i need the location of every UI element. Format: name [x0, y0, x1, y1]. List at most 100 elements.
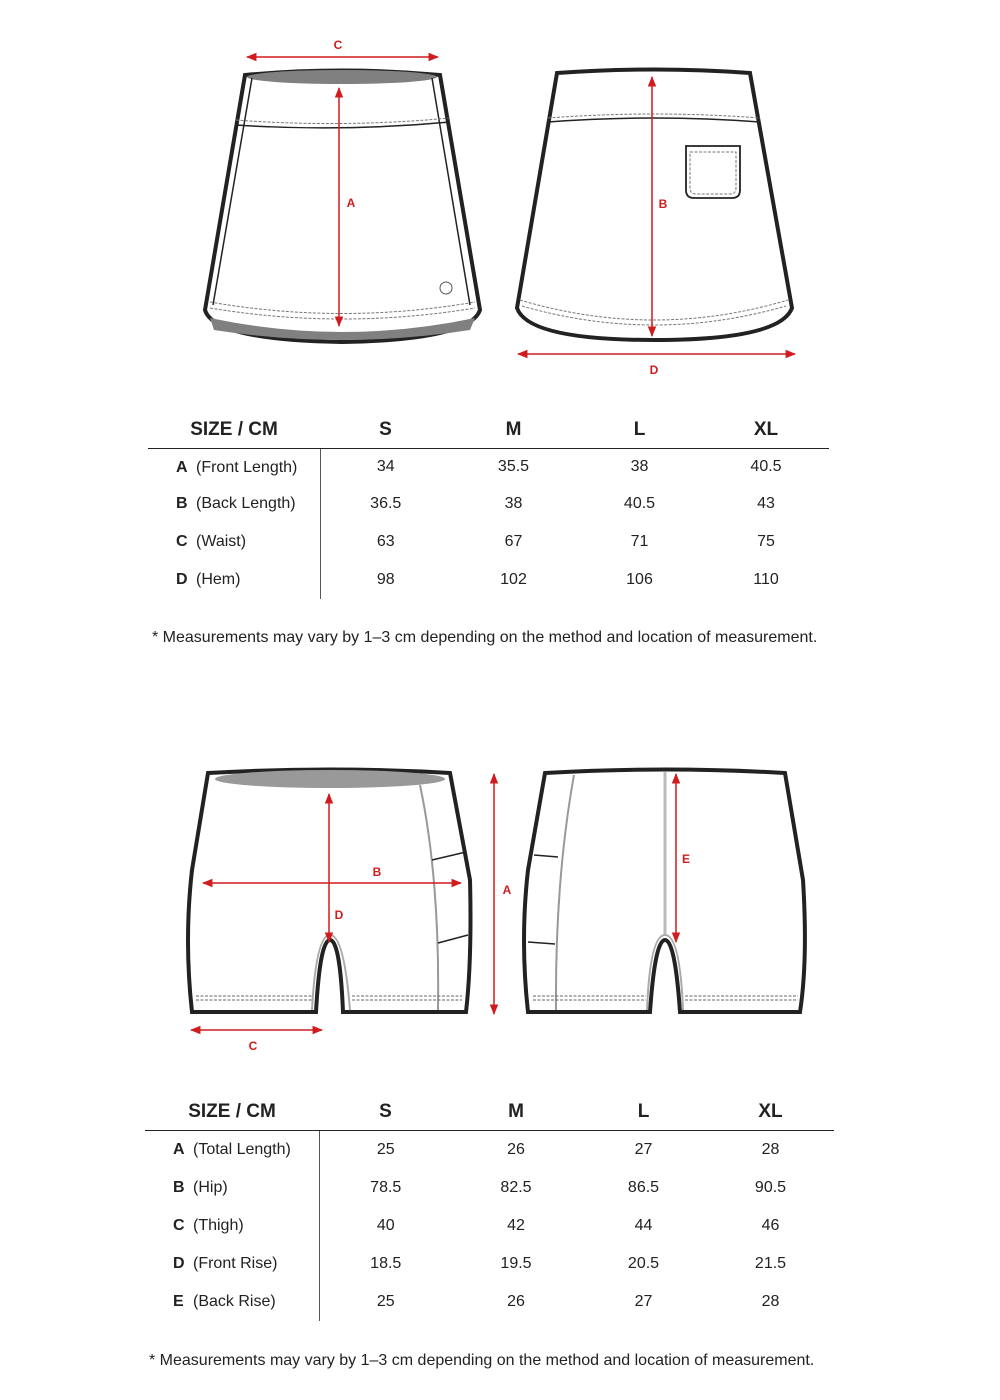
table-row: D (Front Rise) 18.5 19.5 20.5 21.5 — [145, 1244, 834, 1283]
skirt-measurement-note: * Measurements may vary by 1–3 cm depend… — [152, 629, 818, 646]
table-row: A (Total Length) 25 26 27 28 — [145, 1130, 834, 1169]
shorts-size-table: SIZE / CM S M L XL A (Total Length) 25 26 27… — [145, 1094, 834, 1321]
table-row: C (Waist) 63 67 71 75 — [148, 522, 829, 561]
size-value-cell: 110 — [753, 570, 779, 588]
measure-key: C — [176, 532, 188, 550]
skirt-back-drawing — [514, 67, 795, 343]
size-value-cell: 78.5 — [370, 1178, 402, 1196]
measure-key: A — [176, 459, 188, 477]
measure-name: (Hip) — [193, 1178, 228, 1196]
measure-label-cell: D (Hem) — [148, 560, 321, 599]
measure-name: (Thigh) — [193, 1216, 244, 1234]
size-value-cell: 27 — [634, 1140, 653, 1158]
table-row: B (Hip) 78.5 82.5 86.5 90.5 — [145, 1168, 834, 1207]
measure-key: B — [176, 495, 188, 512]
measure-label-cell: C (Thigh) — [145, 1206, 320, 1245]
measure-key: B — [173, 1178, 185, 1196]
size-value-cell: 27 — [634, 1292, 653, 1310]
measure-name: (Front Rise) — [193, 1254, 278, 1272]
measure-label-cell: A (Front Length) — [148, 448, 321, 486]
size-value-cell: 86.5 — [627, 1178, 660, 1196]
table-header-row: SIZE / CM S M L XL — [148, 412, 829, 449]
measure-label-cell: B (Back Length) — [148, 485, 321, 523]
header-s: S — [319, 1094, 452, 1131]
skirt-size-table: SIZE / CM S M L XL A (Front Length) 34 35.5… — [148, 412, 829, 599]
shorts-label-d: D — [335, 908, 344, 922]
size-value-cell: 20.5 — [627, 1254, 660, 1272]
header-xl: XL — [703, 412, 829, 449]
size-value-cell: 26 — [507, 1292, 525, 1310]
size-value-cell: 26 — [507, 1140, 525, 1158]
skirt-label-b: B — [659, 197, 668, 211]
size-value-cell: 40.5 — [750, 458, 782, 476]
header-l: L — [580, 1094, 707, 1131]
size-value-cell: 82.5 — [500, 1178, 532, 1196]
size-value-cell: 63 — [376, 532, 395, 550]
size-value-cell: 19.5 — [500, 1254, 532, 1272]
shorts-measurement-note: * Measurements may vary by 1–3 cm depend… — [149, 1352, 815, 1369]
measure-name: (Front Length) — [196, 459, 298, 477]
measure-name: (Total Length) — [193, 1140, 291, 1158]
measure-name: (Back Length) — [196, 495, 296, 512]
header-s: S — [320, 412, 451, 449]
size-value-cell: 35.5 — [497, 458, 530, 476]
measure-label-cell: E (Back Rise) — [145, 1282, 320, 1321]
table-row: C (Thigh) 40 42 44 46 — [145, 1206, 834, 1245]
size-value-cell: 38 — [504, 495, 523, 512]
size-value-cell: 75 — [757, 532, 775, 550]
size-value-cell: 28 — [761, 1292, 780, 1310]
size-value-cell: 46 — [761, 1216, 780, 1234]
size-value-cell: 90.5 — [754, 1178, 787, 1196]
header-m: M — [451, 412, 576, 449]
header-xl: XL — [707, 1094, 834, 1131]
size-value-cell: 71 — [630, 532, 649, 550]
measure-name: (Back Rise) — [193, 1292, 276, 1310]
table-row: E (Back Rise) 25 26 27 28 — [145, 1282, 834, 1321]
size-value-cell: 21.5 — [754, 1254, 787, 1272]
size-value-cell: 106 — [626, 570, 653, 588]
header-size: SIZE / CM — [145, 1094, 319, 1131]
measure-key: D — [176, 570, 188, 588]
skirt-label-d: D — [650, 363, 659, 377]
measure-key: A — [173, 1140, 185, 1158]
measure-name: (Waist) — [196, 532, 247, 550]
skirt-front-drawing — [202, 68, 483, 345]
size-value-cell: 25 — [376, 1140, 395, 1158]
size-value-cell: 40.5 — [623, 495, 656, 512]
measure-name: (Hem) — [196, 570, 241, 588]
measure-key: D — [173, 1254, 185, 1272]
shorts-label-e: E — [682, 852, 690, 866]
table-row: B (Back Length) 36.5 38 40.5 43 — [148, 485, 829, 523]
size-value-cell: 28 — [761, 1140, 780, 1158]
table-row: D (Hem) 98 102 106 110 — [148, 560, 829, 599]
measure-label-cell: A (Total Length) — [145, 1130, 320, 1169]
measure-key: E — [173, 1292, 184, 1310]
measure-key: C — [173, 1216, 185, 1234]
header-size: SIZE / CM — [148, 412, 320, 449]
size-value-cell: 18.5 — [370, 1254, 402, 1272]
measure-label-cell: C (Waist) — [148, 522, 321, 561]
size-value-cell: 25 — [376, 1292, 395, 1310]
skirt-label-c: C — [334, 38, 343, 52]
pocket-icon — [685, 145, 741, 199]
size-value-cell: 40 — [376, 1216, 395, 1234]
table-row: A (Front Length) 34 35.5 38 40.5 — [148, 448, 829, 486]
size-value-cell: 67 — [504, 532, 523, 550]
size-value-cell: 44 — [634, 1216, 653, 1234]
size-value-cell: 36.5 — [370, 495, 402, 512]
shorts-label-c: C — [249, 1039, 258, 1053]
size-value-cell: 102 — [500, 570, 527, 588]
header-m: M — [452, 1094, 580, 1131]
size-value-cell: 42 — [507, 1216, 525, 1234]
measure-label-cell: D (Front Rise) — [145, 1244, 320, 1283]
size-value-cell: 98 — [376, 570, 395, 588]
skirt-label-a: A — [347, 196, 356, 210]
size-value-cell: 43 — [757, 495, 775, 512]
size-value-cell: 38 — [630, 458, 649, 476]
shorts-label-a: A — [503, 883, 512, 897]
table-header-row: SIZE / CM S M L XL — [145, 1094, 834, 1131]
shorts-label-b: B — [373, 865, 382, 879]
measure-label-cell: B (Hip) — [145, 1168, 320, 1207]
size-value-cell: 34 — [376, 458, 395, 476]
